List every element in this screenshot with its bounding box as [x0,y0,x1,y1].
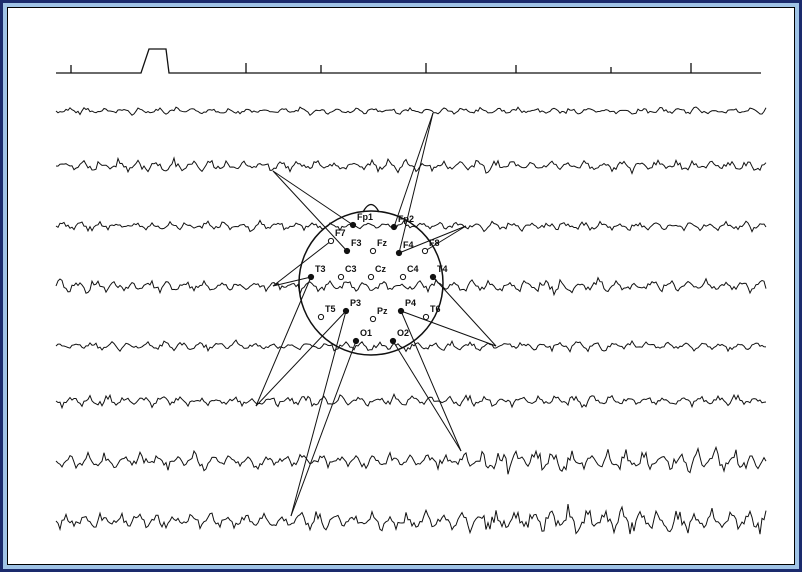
electrode-label: F7 [335,228,346,238]
eeg-trace [56,158,766,173]
electrode [343,308,348,313]
eeg-figure: Fp1 Fp2 F7 F3 Fz F4 F8 T3 C3 Cz C4 T4 T5 P3 Pz P4 T6 O1 O2 [8,8,794,564]
electrode [328,238,333,243]
electrode-label: T4 [437,264,448,274]
electrode-label: Fz [377,238,387,248]
electrode [423,314,428,319]
electrode-label: C4 [407,264,419,274]
eeg-trace [56,107,766,115]
connector [273,171,353,225]
electrode-label: P3 [350,298,361,308]
electrode [344,248,349,253]
connector [291,311,346,516]
electrode-label: O1 [360,328,372,338]
electrode [350,222,355,227]
electrode-label: F8 [429,238,440,248]
electrode [308,274,313,279]
electrode-label: F3 [351,238,362,248]
eeg-trace [56,394,766,408]
connector [394,113,433,227]
electrode-label: Fp2 [398,214,414,224]
electrode [338,274,343,279]
electrode [398,308,403,313]
electrode-label: C3 [345,264,357,274]
electrode [422,248,427,253]
electrode [370,248,375,253]
electrode [390,338,395,343]
connector [256,311,346,406]
connector [433,277,496,346]
electrode [430,274,435,279]
electrode [353,338,358,343]
eeg-trace [56,278,766,295]
electrode [396,250,401,255]
electrode-label: O2 [397,328,409,338]
connector [401,311,461,451]
electrode-label: T3 [315,264,326,274]
eeg-trace [56,447,766,474]
marker-line [56,49,761,73]
eeg-trace [56,504,766,534]
electrode-label: Pz [377,306,388,316]
connector [256,277,311,406]
electrode-label: P4 [405,298,416,308]
electrode-label: Cz [375,264,386,274]
connector [401,311,496,346]
electrode-label: Fp1 [357,212,373,222]
electrode-label: T5 [325,304,336,314]
electrode-label: T6 [430,304,441,314]
electrode [370,316,375,321]
electrode-label: F4 [403,240,414,250]
connector [273,171,347,251]
figure-area: Fp1 Fp2 F7 F3 Fz F4 F8 T3 C3 Cz C4 T4 T5 P3 Pz P4 T6 O1 O2 [7,7,795,565]
connector [393,341,461,451]
connector [291,341,356,516]
electrode [400,274,405,279]
frame: Fp1 Fp2 F7 F3 Fz F4 F8 T3 C3 Cz C4 T4 T5 P3 Pz P4 T6 O1 O2 [0,0,802,572]
electrode [368,274,373,279]
connector [399,113,433,253]
electrode [318,314,323,319]
eeg-trace [56,340,766,352]
electrode [391,224,396,229]
